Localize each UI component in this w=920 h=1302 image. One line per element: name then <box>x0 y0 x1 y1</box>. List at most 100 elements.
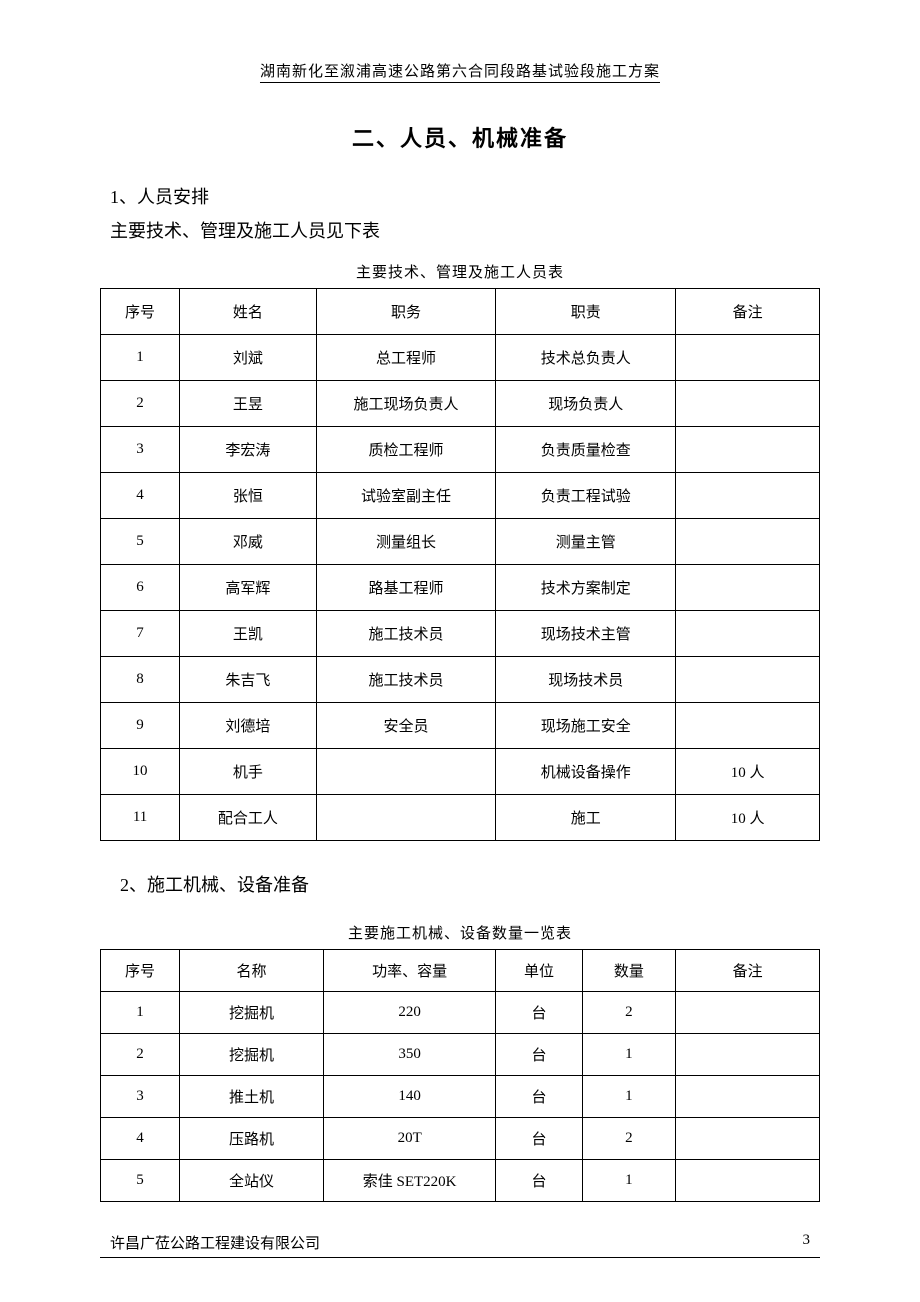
col-header-seq: 序号 <box>101 289 180 335</box>
table-cell <box>676 427 820 473</box>
table-cell: 技术方案制定 <box>496 565 676 611</box>
table-row: 1挖掘机220台2 <box>101 992 820 1034</box>
table-cell: 2 <box>101 381 180 427</box>
personnel-subtitle: 1、人员安排 <box>100 183 820 209</box>
table-cell: 10 人 <box>676 795 820 841</box>
section-title: 二、人员、机械准备 <box>100 121 820 153</box>
table-cell: 350 <box>323 1034 496 1076</box>
personnel-table: 序号 姓名 职务 职责 备注 1刘斌总工程师技术总负责人2王昱施工现场负责人现场… <box>100 288 820 841</box>
table-cell: 5 <box>101 1160 180 1202</box>
table-cell: 施工技术员 <box>316 611 496 657</box>
table-row: 5邓威测量组长测量主管 <box>101 519 820 565</box>
table-cell: 2 <box>101 1034 180 1076</box>
table-row: 3推土机140台1 <box>101 1076 820 1118</box>
table-cell: 4 <box>101 473 180 519</box>
table-cell: 邓威 <box>180 519 317 565</box>
table-cell: 施工现场负责人 <box>316 381 496 427</box>
table-cell <box>676 1160 820 1202</box>
table-cell: 台 <box>496 1034 582 1076</box>
table-row: 8朱吉飞施工技术员现场技术员 <box>101 657 820 703</box>
table-cell: 台 <box>496 1118 582 1160</box>
col-header-note: 备注 <box>676 950 820 992</box>
table-cell <box>676 611 820 657</box>
table-cell: 推土机 <box>180 1076 324 1118</box>
table-cell <box>676 381 820 427</box>
table-row: 2王昱施工现场负责人现场负责人 <box>101 381 820 427</box>
table-cell: 安全员 <box>316 703 496 749</box>
table-cell: 挖掘机 <box>180 992 324 1034</box>
col-header-note: 备注 <box>676 289 820 335</box>
table-cell: 8 <box>101 657 180 703</box>
table-cell: 11 <box>101 795 180 841</box>
table-cell <box>676 519 820 565</box>
col-header-unit: 单位 <box>496 950 582 992</box>
table-cell: 2 <box>582 992 675 1034</box>
table-cell: 负责质量检查 <box>496 427 676 473</box>
table-cell: 王凯 <box>180 611 317 657</box>
table-cell: 朱吉飞 <box>180 657 317 703</box>
table-cell: 索佳 SET220K <box>323 1160 496 1202</box>
table-cell: 高军辉 <box>180 565 317 611</box>
table-cell: 台 <box>496 992 582 1034</box>
table-row: 2挖掘机350台1 <box>101 1034 820 1076</box>
table-cell: 9 <box>101 703 180 749</box>
table-row: 7王凯施工技术员现场技术主管 <box>101 611 820 657</box>
table-cell: 现场负责人 <box>496 381 676 427</box>
table-cell: 4 <box>101 1118 180 1160</box>
table-cell: 试验室副主任 <box>316 473 496 519</box>
table-cell: 现场技术主管 <box>496 611 676 657</box>
equipment-table: 序号 名称 功率、容量 单位 数量 备注 1挖掘机220台22挖掘机350台13… <box>100 949 820 1202</box>
table-cell <box>676 657 820 703</box>
table-cell: 质检工程师 <box>316 427 496 473</box>
table-cell <box>676 565 820 611</box>
table-cell: 10 人 <box>676 749 820 795</box>
table-row: 4压路机20T台2 <box>101 1118 820 1160</box>
table-cell: 台 <box>496 1160 582 1202</box>
table-cell <box>676 473 820 519</box>
table-cell: 3 <box>101 427 180 473</box>
table-cell: 测量主管 <box>496 519 676 565</box>
table-cell: 7 <box>101 611 180 657</box>
table-cell: 220 <box>323 992 496 1034</box>
table-cell: 刘德培 <box>180 703 317 749</box>
table-cell: 机手 <box>180 749 317 795</box>
table-cell: 测量组长 <box>316 519 496 565</box>
table-cell: 2 <box>582 1118 675 1160</box>
table-cell: 刘斌 <box>180 335 317 381</box>
col-header-capacity: 功率、容量 <box>323 950 496 992</box>
table-cell: 施工技术员 <box>316 657 496 703</box>
table-cell <box>676 1034 820 1076</box>
table-cell: 技术总负责人 <box>496 335 676 381</box>
table-cell: 挖掘机 <box>180 1034 324 1076</box>
table-row: 6高军辉路基工程师技术方案制定 <box>101 565 820 611</box>
col-header-qty: 数量 <box>582 950 675 992</box>
table-cell: 140 <box>323 1076 496 1118</box>
table-cell: 总工程师 <box>316 335 496 381</box>
col-header-position: 职务 <box>316 289 496 335</box>
col-header-duty: 职责 <box>496 289 676 335</box>
table-cell <box>676 335 820 381</box>
table-cell: 台 <box>496 1076 582 1118</box>
table-cell: 现场技术员 <box>496 657 676 703</box>
table-cell: 10 <box>101 749 180 795</box>
table-row: 11配合工人施工10 人 <box>101 795 820 841</box>
table-cell: 1 <box>101 992 180 1034</box>
table-cell <box>316 749 496 795</box>
table-row: 10机手机械设备操作10 人 <box>101 749 820 795</box>
table-cell: 1 <box>582 1076 675 1118</box>
table-cell: 全站仪 <box>180 1160 324 1202</box>
table-cell: 6 <box>101 565 180 611</box>
footer-page-number: 3 <box>803 1232 811 1253</box>
table-cell <box>676 703 820 749</box>
table-row: 5全站仪索佳 SET220K台1 <box>101 1160 820 1202</box>
table-cell <box>676 1076 820 1118</box>
table-cell: 王昱 <box>180 381 317 427</box>
document-header: 湖南新化至溆浦高速公路第六合同段路基试验段施工方案 <box>100 60 820 81</box>
table-cell: 施工 <box>496 795 676 841</box>
table-cell: 张恒 <box>180 473 317 519</box>
equipment-table-title: 主要施工机械、设备数量一览表 <box>100 922 820 943</box>
table-cell: 1 <box>582 1034 675 1076</box>
footer-company: 许昌广莅公路工程建设有限公司 <box>110 1232 320 1253</box>
table-cell <box>676 992 820 1034</box>
col-header-name: 名称 <box>180 950 324 992</box>
